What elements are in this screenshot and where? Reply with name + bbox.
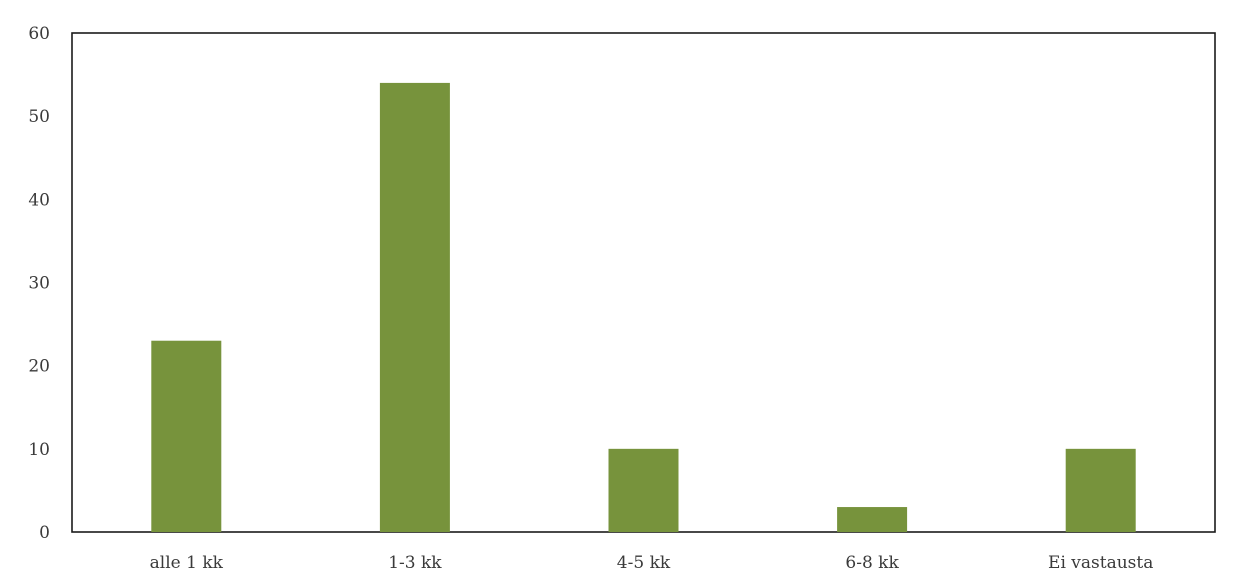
y-tick-label: 20	[28, 357, 50, 377]
bar	[837, 507, 908, 532]
y-tick-label: 10	[28, 440, 50, 460]
x-tick-label: 1-3 kk	[388, 553, 442, 573]
y-axis: 0 10 20 30 40 50 60	[28, 24, 50, 543]
bar	[1065, 448, 1136, 532]
bar	[379, 82, 450, 533]
y-tick-label: 60	[28, 24, 50, 44]
x-tick-label: Ei vastausta	[1048, 553, 1153, 573]
bars	[151, 82, 1136, 533]
x-tick-label: 6-8 kk	[845, 553, 899, 573]
y-tick-label: 0	[39, 523, 50, 543]
y-tick-label: 40	[28, 190, 50, 210]
bar	[151, 340, 222, 532]
bar	[608, 448, 679, 532]
x-tick-label: alle 1 kk	[150, 553, 224, 573]
x-tick-label: 4-5 kk	[617, 553, 671, 573]
y-tick-label: 30	[28, 274, 50, 294]
x-axis: alle 1 kk 1-3 kk 4-5 kk 6-8 kk Ei vastausta	[150, 553, 1154, 573]
y-tick-label: 50	[28, 107, 50, 127]
